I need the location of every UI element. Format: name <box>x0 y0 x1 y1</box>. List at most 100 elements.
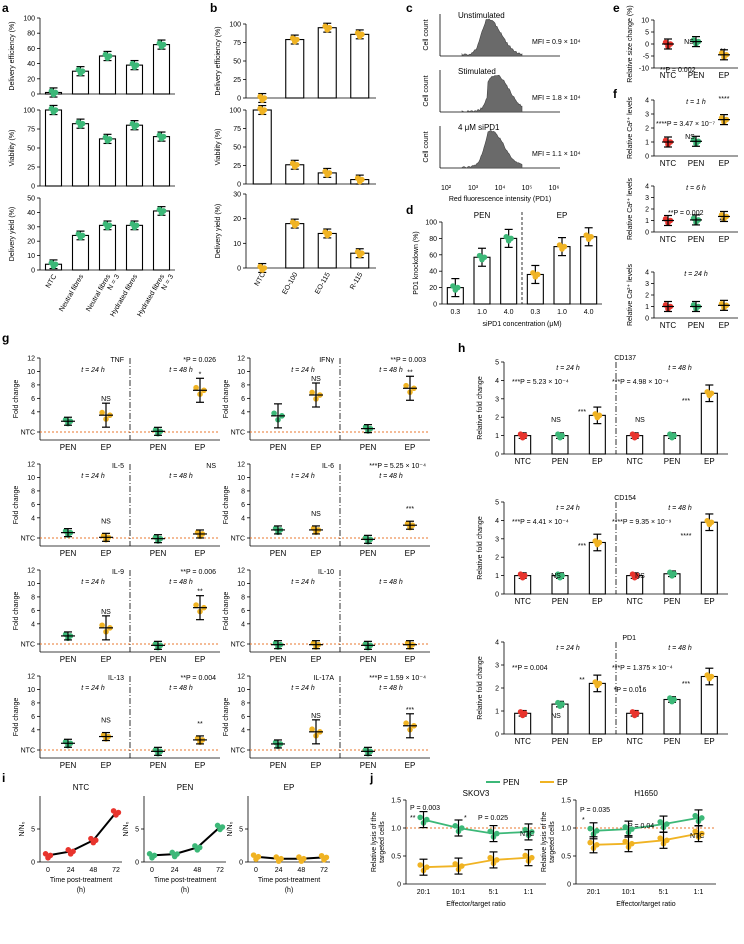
x-tick-label: NTC <box>514 737 531 746</box>
data-point-EP <box>417 862 423 868</box>
x-tick-label: EO-115 <box>314 271 332 295</box>
data-point <box>217 827 223 833</box>
annotation: ****P = 3.47 × 10⁻⁷ <box>656 121 715 128</box>
data-point <box>707 676 713 682</box>
cytokine-title: TNF <box>110 357 124 364</box>
x-tick-label: 48 <box>193 867 201 874</box>
annotation: NS <box>311 713 321 720</box>
x-tick-label: PEN <box>664 457 681 466</box>
time-label: t = 6 h <box>686 185 706 192</box>
x-tick-label: PEN <box>270 761 287 770</box>
histogram-2 <box>462 130 522 168</box>
x-tick-label: NTC <box>660 235 677 244</box>
y-tick-label: 10 <box>237 687 245 694</box>
x-tick-label: NTC <box>626 597 643 606</box>
x-tick-label: 0 <box>254 867 258 874</box>
y-tick-label: 0.5 <box>561 854 571 861</box>
data-point-PEN <box>587 826 593 832</box>
y-axis-title: Fold change <box>13 380 20 419</box>
y-tick-label: 60 <box>429 252 437 259</box>
x-tick-label: PEN <box>60 443 77 452</box>
data-point <box>669 435 675 441</box>
letter-j: j <box>369 771 373 785</box>
data-point-NTC <box>51 264 57 270</box>
y-axis-title: Fold change <box>13 486 20 525</box>
y-tick-label: 3 <box>645 195 649 202</box>
cytokine-title: IL-17A <box>313 675 334 682</box>
data-point-Neutral fibres <box>78 71 84 77</box>
annotation: NTC <box>520 831 534 838</box>
y-tick-label: 1.0 <box>561 826 571 833</box>
bar-EO-115 <box>318 233 336 268</box>
letter-f: f <box>613 87 618 101</box>
x-tick-label: EP <box>405 549 416 558</box>
annotation: ***P = 5.23 × 10⁻⁴ <box>512 379 569 386</box>
y-tick-label: 10 <box>27 369 35 376</box>
y-tick-label: 4 <box>241 621 245 628</box>
y-tick-label: 8 <box>241 700 245 707</box>
x-tick-label: Neutral fibres <box>85 273 112 313</box>
time-label: t = 24 h <box>81 685 105 692</box>
y-tick-label: 12 <box>27 356 35 363</box>
bar-R-115 <box>351 34 369 98</box>
y-tick-label: 75 <box>233 126 241 133</box>
group-label: EP <box>557 211 568 220</box>
data-point-PEN <box>417 815 423 821</box>
y-tick-label: 6 <box>31 608 35 615</box>
y-tick-label: NTC <box>231 748 245 755</box>
x-tick-label: EP <box>311 761 322 770</box>
annotation: *P = 0.026 <box>183 357 216 364</box>
data-point <box>595 683 601 689</box>
time-label: t = 48 h <box>379 367 403 374</box>
data-point <box>595 415 601 421</box>
bar-Neutral fibres N = 3 <box>100 225 116 270</box>
annotation: NTC <box>690 833 704 840</box>
y-tick-label: 4 <box>31 409 35 416</box>
x-tick-label: EP <box>101 761 112 770</box>
cytokine-title: IL-5 <box>112 463 124 470</box>
x-tick-label: PEN <box>150 549 167 558</box>
x-tick-label: NTC <box>514 597 531 606</box>
y-tick-label: 0 <box>495 592 499 599</box>
y-tick-label: 8 <box>31 488 35 495</box>
annotation: * <box>639 685 642 692</box>
annotation: NS <box>551 573 561 580</box>
x-tick-label: PEN <box>688 235 705 244</box>
x-tick-label: 72 <box>216 867 224 874</box>
letter-g: g <box>2 331 9 345</box>
x-tick-label: 48 <box>89 867 97 874</box>
data-point-Hydrated fibres <box>132 64 138 70</box>
data-point-NTC <box>51 92 57 98</box>
data-point-Hydrated fibres N = 3 <box>159 210 165 216</box>
y-tick-label: 0 <box>135 860 139 867</box>
y-tick-label: 10 <box>27 253 35 260</box>
y-tick-label: 4 <box>241 409 245 416</box>
y-tick-label: 4 <box>645 270 649 277</box>
time-label: t = 48 h <box>668 645 692 652</box>
annotation: **P = 0.004 <box>181 675 217 682</box>
y-tick-label: 100 <box>425 220 437 227</box>
annotation: ** <box>410 815 416 822</box>
y-tick-label: 12 <box>237 356 245 363</box>
y-tick-label: 40 <box>27 210 35 217</box>
data-point <box>669 699 675 705</box>
y-tick-label: 4 <box>31 621 35 628</box>
y-axis-title: N/N₀ <box>227 821 234 836</box>
annotation: NS <box>206 463 216 470</box>
y-axis-title: Relative Ca²⁺ levels <box>627 263 634 326</box>
data-point <box>520 575 526 581</box>
y-tick-label: 0 <box>239 860 243 867</box>
annotation: **P = 0.002 <box>668 210 704 217</box>
x-tick-label: EP <box>405 655 416 664</box>
annotation: ** <box>197 721 203 728</box>
x-tick-label: PEN <box>552 457 569 466</box>
y-tick-label: NTC <box>231 430 245 437</box>
series-line-EP <box>424 858 529 868</box>
x-axis-title: Time post-treatment <box>154 877 216 884</box>
bar-Neutral fibres <box>73 124 89 186</box>
annotation: *P = 0.016 <box>614 687 647 694</box>
annotation: **P = 0.003 <box>391 357 427 364</box>
x-axis-title: Effector/target ratio <box>446 901 506 908</box>
x-tick-label: 10:1 <box>452 889 466 896</box>
series-line-PEN <box>424 820 529 834</box>
